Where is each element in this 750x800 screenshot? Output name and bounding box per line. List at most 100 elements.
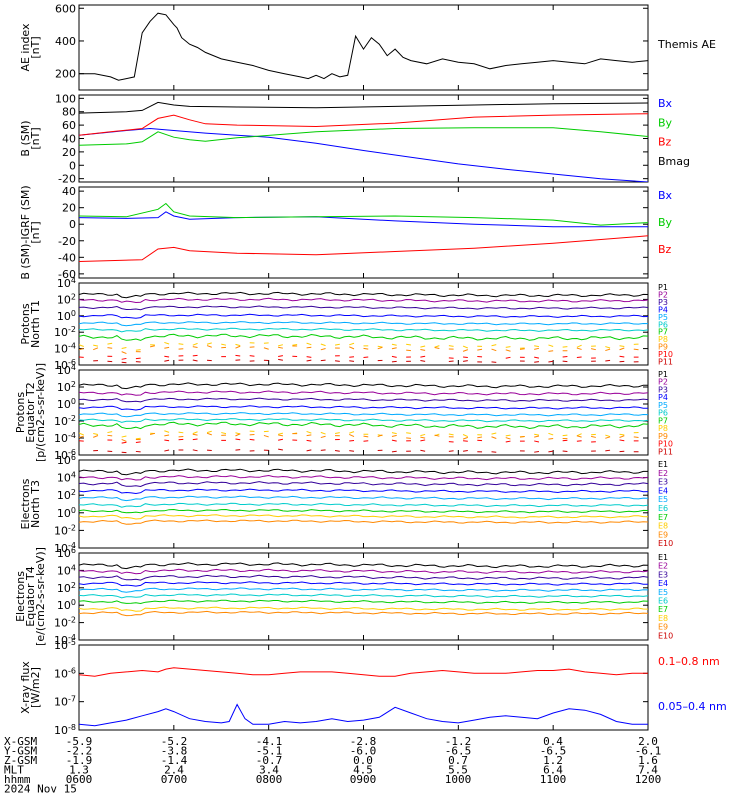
- y-tick-label: 104: [57, 276, 76, 290]
- series-segment-P10: [121, 357, 127, 360]
- series-segment-P8: [434, 345, 440, 348]
- legend-en3-2: E3: [658, 478, 668, 487]
- series-segment-P9: [420, 348, 426, 351]
- series-segment-P11: [391, 360, 397, 363]
- series-segment-P10: [619, 355, 625, 358]
- series-segment-P11: [420, 359, 426, 362]
- legend-peq2-3: P4: [658, 393, 668, 402]
- series-segment-P9: [121, 438, 127, 442]
- series-segment-P10: [306, 439, 312, 442]
- series-segment-P8: [505, 346, 511, 348]
- series-segment-P9: [192, 433, 198, 436]
- series-segment-P8: [164, 341, 170, 345]
- y-tick-label: 106: [57, 453, 76, 467]
- panel-frame: [78, 4, 649, 91]
- series-segment-P8: [221, 343, 227, 346]
- series-segment-P9: [576, 435, 582, 438]
- series-segment-P11: [562, 360, 568, 363]
- footer-value: 3.4: [259, 764, 279, 777]
- series-segment-P8: [548, 344, 554, 347]
- series-segment-P9: [121, 351, 127, 355]
- y-axis-label: [W/m2]: [29, 667, 42, 708]
- series-segment-P10: [164, 439, 170, 442]
- series-segment-P11: [391, 450, 397, 453]
- series-segment-P8: [534, 433, 540, 436]
- footer-value: 1200: [635, 773, 662, 786]
- series-line-0.1-0.8 nm: [79, 667, 648, 677]
- y-axis-label: Electrons: [14, 571, 27, 622]
- legend-pn1-2: P3: [658, 298, 668, 307]
- series-segment-P8: [334, 343, 340, 346]
- legend-bsm-2: Bz: [658, 136, 672, 149]
- series-segment-P9: [206, 432, 212, 436]
- series-segment-P8: [349, 342, 355, 346]
- series-segment-P9: [150, 432, 155, 435]
- footer-value: 0900: [350, 773, 377, 786]
- series-segment-P8: [491, 344, 497, 347]
- y-tick-label: 100: [55, 92, 76, 105]
- y-tick-label: 10-2: [54, 523, 76, 537]
- legend-eeq4-0: E1: [658, 553, 668, 562]
- panel-frame: [78, 644, 649, 731]
- y-tick-label: 102: [57, 292, 76, 306]
- y-tick-label: 0: [69, 218, 76, 231]
- y-axis-label: B (SM): [19, 120, 32, 156]
- series-segment-P9: [164, 434, 170, 437]
- series-line-E6: [79, 593, 648, 599]
- series-segment-P11: [334, 450, 340, 452]
- y-axis-label: Equator T2: [24, 382, 37, 442]
- y-tick-label: 60: [62, 119, 76, 132]
- series-segment-P10: [534, 440, 540, 443]
- y-axis-label: [e/(cm2-s-sr-keV)]: [34, 547, 47, 646]
- legend-pn1-5: P6: [658, 320, 668, 329]
- series-segment-P10: [278, 438, 283, 441]
- legend-peq2-9: P10: [658, 440, 673, 449]
- series-segment-P9: [391, 434, 397, 437]
- legend-eeq4-9: E10: [658, 631, 673, 640]
- series-segment-P9: [534, 435, 540, 438]
- series-segment-P9: [434, 347, 440, 349]
- y-tick-label: 80: [62, 106, 76, 119]
- series-segment-P10: [391, 439, 397, 442]
- footer-value: 0.0: [353, 754, 373, 767]
- series-segment-P9: [306, 346, 312, 349]
- series-group: [79, 12, 648, 81]
- y-tick-label: 10-6: [54, 448, 76, 462]
- series-segment-P8: [534, 345, 540, 348]
- series-segment-P10: [505, 356, 511, 359]
- legend-en3-7: E8: [658, 522, 668, 531]
- series-segment-P11: [320, 449, 326, 451]
- series-segment-P11: [448, 450, 454, 452]
- series-line-P7: [79, 421, 648, 430]
- series-segment-P8: [320, 431, 326, 435]
- series-segment-P8: [121, 435, 127, 438]
- series-segment-P9: [363, 435, 369, 438]
- legend-eeq4-8: E9: [658, 623, 668, 632]
- legend-bsm-3: Bmag: [658, 155, 690, 168]
- legend-bsm-1: By: [658, 116, 673, 129]
- series-segment-P10: [363, 440, 369, 442]
- series-line-0.05-0.4 nm: [79, 703, 648, 727]
- series-segment-P9: [548, 350, 554, 352]
- legend-eeq4-1: E2: [658, 562, 668, 571]
- series-segment-P10: [562, 355, 568, 358]
- series-group: [79, 562, 648, 617]
- footer-value: 0.4: [543, 735, 563, 748]
- series-segment-P8: [206, 342, 212, 345]
- series-segment-P8: [377, 345, 383, 348]
- footer-label: Y-GSM: [4, 745, 37, 758]
- series-group: [79, 101, 648, 182]
- series-line-Bz: [79, 113, 648, 136]
- y-axis-label: Protons: [14, 392, 27, 433]
- legend-peq2-4: P5: [658, 401, 668, 410]
- series-segment-P8: [391, 432, 397, 435]
- y-tick-label: 0: [69, 159, 76, 172]
- series-line-E8: [79, 514, 648, 520]
- series-segment-P8: [491, 432, 497, 435]
- legend-en3-0: E1: [658, 460, 668, 469]
- series-segment-P11: [306, 359, 312, 362]
- footer-value: 0800: [256, 773, 283, 786]
- footer-value: 1.3: [69, 764, 89, 777]
- series-segment-P9: [633, 348, 639, 351]
- series-segment-P10: [121, 441, 127, 444]
